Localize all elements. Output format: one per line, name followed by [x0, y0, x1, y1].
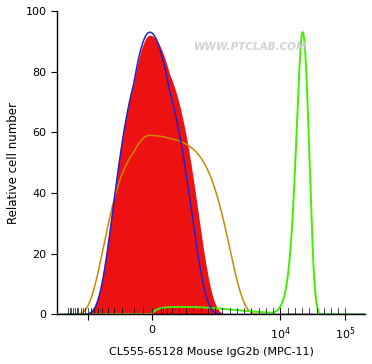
Text: WWW.PTCLAB.COM: WWW.PTCLAB.COM [194, 42, 308, 52]
X-axis label: CL555-65128 Mouse IgG2b (MPC-11): CL555-65128 Mouse IgG2b (MPC-11) [109, 347, 314, 357]
Y-axis label: Relative cell number: Relative cell number [7, 102, 20, 224]
